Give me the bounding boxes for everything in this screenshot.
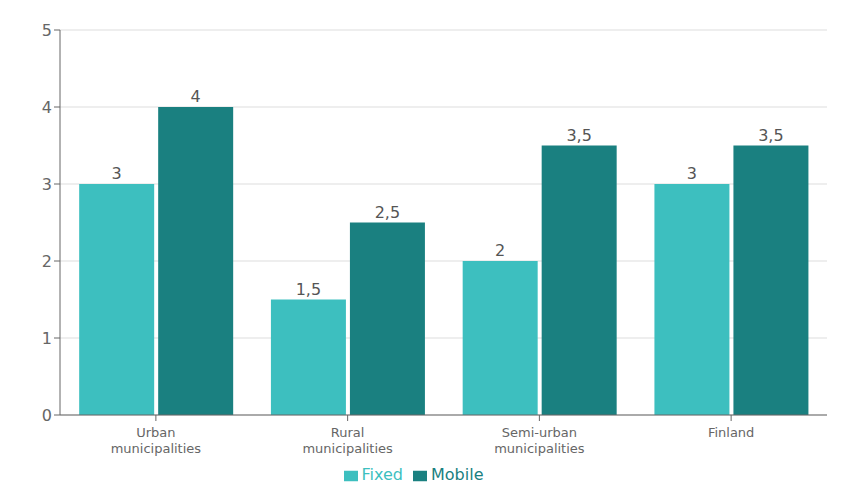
svg-text:2,5: 2,5	[375, 203, 400, 222]
svg-text:Finland: Finland	[708, 425, 754, 440]
svg-text:Ruralmunicipalities: Ruralmunicipalities	[302, 425, 393, 456]
svg-text:Semi-urbanmunicipalities: Semi-urbanmunicipalities	[494, 425, 585, 456]
svg-text:3,5: 3,5	[758, 126, 783, 145]
html-text:Mobile: Mobile	[431, 465, 484, 484]
html-text:Fixed: Fixed	[361, 465, 403, 484]
svg-text:4: 4	[42, 98, 52, 117]
svg-text:3: 3	[687, 164, 697, 183]
svg-text:Urbanmunicipalities: Urbanmunicipalities	[111, 425, 202, 456]
svg-text:0: 0	[42, 406, 52, 425]
svg-text:2: 2	[495, 241, 505, 260]
svg-text:3: 3	[42, 175, 52, 194]
svg-text:3,5: 3,5	[566, 126, 591, 145]
svg-text:1,5: 1,5	[296, 280, 321, 299]
svg-text:2: 2	[42, 252, 52, 271]
svg-text:1: 1	[42, 329, 52, 348]
svg-text:3: 3	[112, 164, 122, 183]
svg-text:4: 4	[191, 87, 201, 106]
svg-text:5: 5	[42, 21, 52, 40]
